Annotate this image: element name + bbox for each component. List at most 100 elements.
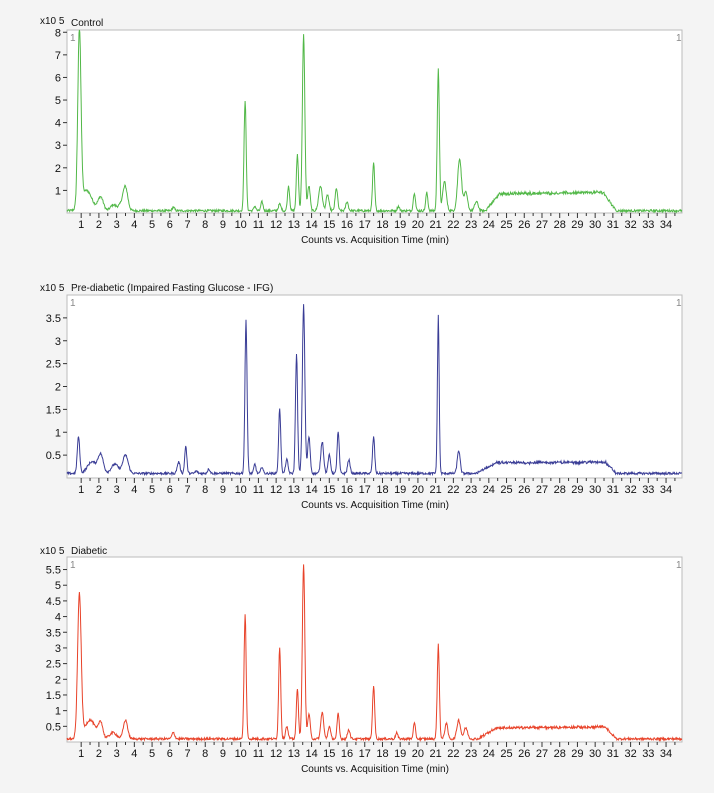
x-tick-label: 27 (536, 484, 548, 496)
x-tick-label: 3 (114, 219, 120, 231)
x-tick-label: 9 (220, 484, 226, 496)
x-tick-label: 31 (607, 219, 619, 231)
y-tick-label: 0.5 (46, 721, 61, 733)
x-axis-label: Counts vs. Acquisition Time (min) (301, 235, 449, 246)
x-tick-label: 32 (624, 484, 636, 496)
x-tick-label: 23 (465, 219, 477, 231)
x-tick-label: 5 (149, 748, 155, 760)
y-tick-label: 5.5 (46, 565, 61, 577)
x-tick-label: 2 (96, 748, 102, 760)
x-tick-label: 27 (536, 748, 548, 760)
x-tick-label: 21 (430, 484, 442, 496)
x-tick-label: 24 (483, 219, 495, 231)
x-tick-label: 16 (341, 484, 353, 496)
x-tick-label: 10 (235, 748, 247, 760)
x-tick-label: 4 (131, 219, 137, 231)
y-tick-label: 1.5 (46, 690, 61, 702)
x-tick-label: 30 (589, 748, 601, 760)
x-tick-label: 33 (642, 219, 654, 231)
x-tick-label: 23 (465, 748, 477, 760)
x-tick-label: 15 (323, 484, 335, 496)
x-tick-label: 13 (288, 484, 300, 496)
x-tick-label: 16 (341, 219, 353, 231)
y-tick-label: 1 (55, 427, 61, 439)
x-tick-label: 29 (571, 219, 583, 231)
x-tick-label: 26 (518, 219, 530, 231)
x-tick-label: 20 (412, 748, 424, 760)
x-tick-label: 17 (359, 748, 371, 760)
y-tick-label: 4 (55, 118, 61, 130)
x-tick-label: 9 (220, 748, 226, 760)
marker-right: 1 (676, 33, 682, 44)
x-tick-label: 28 (554, 219, 566, 231)
marker-left: 1 (70, 560, 76, 571)
chart-title: Pre-diabetic (Impaired Fasting Glucose -… (71, 283, 273, 294)
x-tick-label: 4 (131, 484, 137, 496)
x-tick-label: 21 (430, 748, 442, 760)
y-tick-label: 6 (55, 72, 61, 84)
y-tick-label: 3 (55, 336, 61, 348)
series-line (66, 304, 683, 477)
x-tick-label: 2 (96, 484, 102, 496)
x-tick-label: 24 (483, 484, 495, 496)
x-tick-label: 11 (253, 484, 264, 496)
x-axis-label: Counts vs. Acquisition Time (min) (301, 500, 449, 511)
x-tick-label: 6 (167, 484, 173, 496)
x-tick-label: 12 (270, 219, 282, 231)
x-tick-label: 22 (447, 219, 459, 231)
x-tick-label: 10 (235, 484, 247, 496)
marker-left: 1 (70, 33, 76, 44)
x-tick-label: 11 (253, 748, 264, 760)
y-tick-label: 5 (55, 580, 61, 592)
series-line (66, 29, 683, 214)
x-tick-label: 7 (184, 748, 190, 760)
x-tick-label: 1 (78, 219, 84, 231)
x-tick-label: 23 (465, 484, 477, 496)
x-tick-label: 15 (323, 748, 335, 760)
x-tick-label: 14 (305, 219, 317, 231)
x-tick-label: 27 (536, 219, 548, 231)
x-tick-label: 10 (235, 219, 247, 231)
x-tick-label: 26 (518, 484, 530, 496)
y-multiplier: x10 5 (40, 16, 65, 27)
y-tick-label: 3.5 (46, 313, 61, 325)
x-tick-label: 29 (571, 484, 583, 496)
x-tick-label: 33 (642, 748, 654, 760)
x-tick-label: 12 (270, 748, 282, 760)
x-tick-label: 12 (270, 484, 282, 496)
marker-right: 1 (676, 560, 682, 571)
x-tick-label: 9 (220, 219, 226, 231)
y-tick-label: 2 (55, 674, 61, 686)
x-tick-label: 20 (412, 484, 424, 496)
x-tick-label: 17 (359, 219, 371, 231)
x-tick-label: 5 (149, 219, 155, 231)
y-tick-label: 4.5 (46, 596, 61, 608)
y-tick-label: 1 (55, 185, 61, 197)
x-tick-label: 24 (483, 748, 495, 760)
x-tick-label: 6 (167, 748, 173, 760)
y-tick-label: 2 (55, 382, 61, 394)
y-tick-label: 3 (55, 643, 61, 655)
x-tick-label: 21 (430, 219, 442, 231)
x-tick-label: 22 (447, 484, 459, 496)
chart-title: Control (71, 18, 103, 29)
x-tick-label: 30 (589, 219, 601, 231)
y-tick-label: 1 (55, 706, 61, 718)
y-tick-label: 4 (55, 612, 61, 624)
x-tick-label: 34 (660, 484, 672, 496)
x-tick-label: 31 (607, 484, 619, 496)
x-tick-label: 29 (571, 748, 583, 760)
y-tick-label: 5 (55, 95, 61, 107)
series-line (66, 564, 683, 742)
y-tick-label: 2 (55, 163, 61, 175)
x-tick-label: 1 (78, 748, 84, 760)
y-tick-label: 1.5 (46, 404, 61, 416)
x-tick-label: 19 (394, 219, 406, 231)
x-tick-label: 14 (305, 484, 317, 496)
x-tick-label: 34 (660, 219, 672, 231)
x-tick-label: 22 (447, 748, 459, 760)
y-tick-label: 0.5 (46, 450, 61, 462)
